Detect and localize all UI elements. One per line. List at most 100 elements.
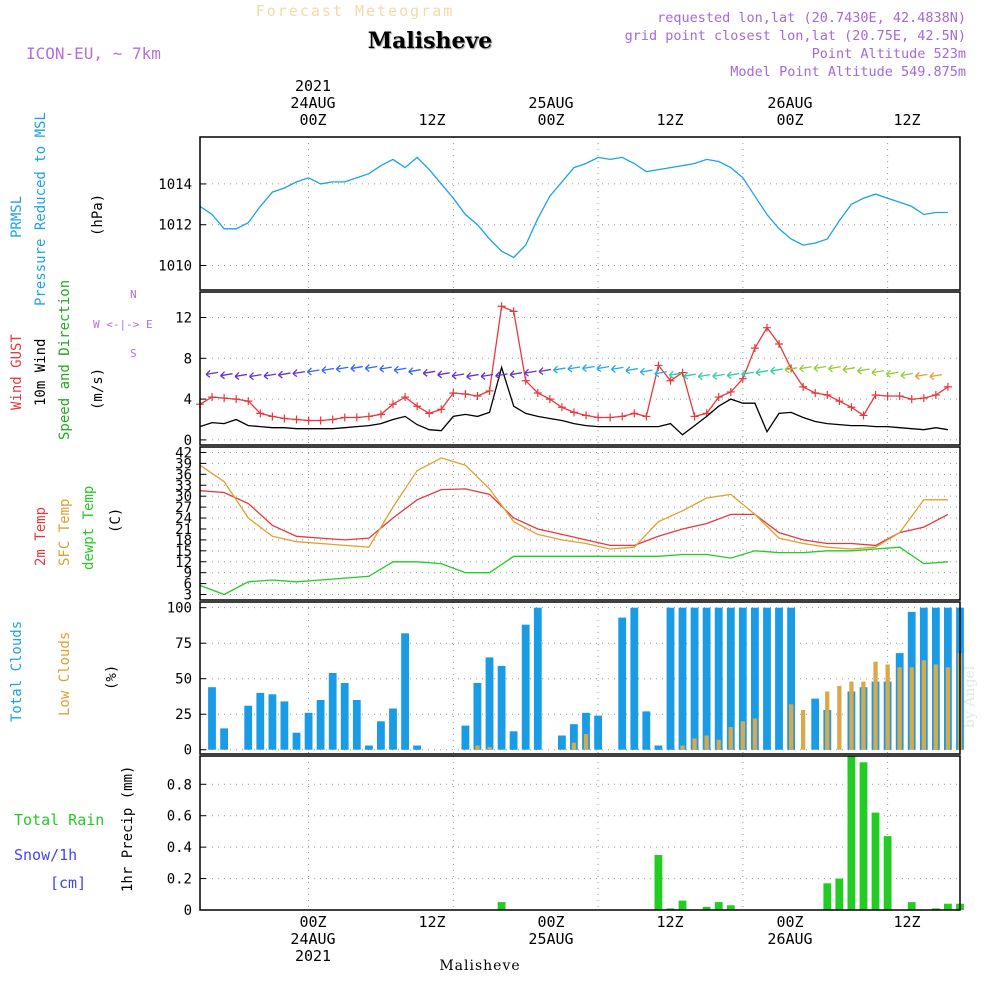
y-tick-label: 0.6: [167, 809, 192, 825]
gust-marker: [509, 307, 518, 316]
wind-direction-arrow: [408, 367, 421, 376]
y-tick-label: 4: [184, 392, 192, 408]
gust-marker: [304, 416, 313, 425]
compass-ew: W <-|-> E: [93, 318, 153, 331]
gust-marker: [425, 409, 434, 418]
total-cloud-bar: [521, 624, 530, 750]
gust-marker: [533, 388, 542, 397]
y-tick-label: 50: [175, 672, 192, 688]
total-cloud-bar: [497, 665, 506, 750]
bottom-time-label: 00Z 24AUG 2021: [290, 913, 336, 965]
total-cloud-bar: [702, 607, 711, 750]
total-cloud-bar: [594, 715, 602, 750]
snow-unit: [cm]: [50, 874, 87, 892]
wind-direction-arrow: [451, 371, 465, 380]
low-cloud-bar: [692, 738, 697, 750]
temp-frame: [199, 446, 961, 601]
gust-marker: [352, 413, 361, 422]
wind-direction-arrow: [755, 368, 769, 377]
gust-marker: [883, 392, 892, 401]
total-cloud-bar: [630, 607, 639, 750]
low-cloud-bar: [933, 664, 938, 750]
low-cloud-bar: [487, 746, 492, 750]
gust-marker: [835, 397, 844, 406]
clouds-panel: 0 25 50 75 100: [167, 601, 964, 759]
y-tick-label: 25: [175, 707, 192, 723]
low-cloud-bar: [680, 745, 685, 750]
total-cloud-bar: [304, 712, 313, 750]
total-cloud-bar: [365, 745, 373, 750]
gust-marker: [943, 382, 952, 391]
gust-marker: [618, 412, 627, 421]
total-cloud-bar: [763, 607, 771, 750]
gust-marker: [256, 409, 265, 418]
wind-direction-arrow: [393, 365, 407, 374]
rain-bar: [714, 902, 723, 910]
total-cloud-bar: [751, 607, 759, 750]
gust-marker: [401, 393, 410, 402]
y-tick-label: 1014: [158, 177, 192, 193]
model-altitude: Model Point Altitude 549.875m: [730, 64, 966, 80]
rain-bar: [871, 812, 880, 910]
series-line-2m-temp: [199, 488, 949, 547]
wind-direction-arrow: [741, 369, 754, 378]
top-time-label: 12Z: [656, 111, 684, 129]
wind-direction-arrow: [828, 364, 841, 373]
rain-bar: [823, 883, 832, 910]
y-tick-label: 21: [175, 522, 192, 538]
total-cloud-bar: [256, 692, 265, 750]
gust-marker: [461, 390, 470, 398]
gust-marker: [931, 391, 940, 400]
rain-bar: [847, 756, 856, 910]
wind-direction-arrow: [610, 364, 624, 373]
gust-marker: [642, 412, 651, 421]
y-tick-label: 27: [175, 500, 192, 516]
gust-marker: [328, 415, 337, 424]
pressure-panel: 1010 1012 1014: [158, 136, 961, 291]
series-line-10m-wind: [199, 365, 949, 436]
rain-bar: [883, 836, 892, 910]
wind-direction-arrow: [625, 366, 638, 375]
meteogram-title: Forecast Meteogram: [255, 2, 455, 20]
rain-bar: [907, 902, 916, 910]
rain-bar: [666, 908, 675, 910]
gust-marker: [244, 397, 253, 406]
y-tick-label: 36: [175, 467, 192, 483]
total-cloud-bar: [582, 712, 590, 750]
low-cloud-bar: [475, 745, 480, 750]
wind-direction-arrow: [524, 368, 537, 377]
wind-direction-arrow: [857, 366, 870, 375]
series-line-prmsl: [199, 156, 948, 259]
rain-bar: [497, 902, 506, 910]
location-title: Malisheve: [367, 28, 493, 54]
total-cloud-bar: [401, 633, 409, 750]
gust-marker: [738, 374, 747, 383]
wind-direction-arrow: [596, 364, 610, 373]
low-cloud-bar: [789, 704, 794, 750]
series-line-sfc-temp: [199, 457, 948, 550]
pressure-frame: [199, 136, 961, 291]
y-tick-label: 42: [175, 445, 192, 461]
wind-direction-arrow: [292, 369, 306, 378]
total-cloud-bar: [352, 700, 361, 750]
clouds-frame: [199, 601, 961, 755]
top-time-label: 25AUG 00Z: [528, 94, 574, 129]
y-tick-label: 18: [175, 533, 192, 549]
total-cloud-bar: [413, 745, 421, 750]
wind-direction-arrow: [799, 364, 812, 373]
low-cloud-bar: [837, 685, 842, 750]
total-cloud-bar: [485, 657, 494, 750]
wind-direction-arrow: [712, 371, 725, 380]
wind-direction-arrow: [495, 371, 508, 380]
top-time-label: 12Z: [418, 111, 446, 129]
y-tick-label: 12: [175, 555, 192, 571]
rain-bar: [835, 878, 844, 910]
gust-marker: [726, 387, 735, 396]
low-cloud-bar: [885, 664, 890, 750]
gust-marker: [473, 392, 482, 401]
wind-direction-arrow: [205, 369, 219, 378]
gust-marker: [449, 388, 458, 397]
grid-point-coords: grid point closest lon,lat (20.75E, 42.5…: [624, 28, 966, 44]
total-cloud-bar: [726, 607, 735, 750]
